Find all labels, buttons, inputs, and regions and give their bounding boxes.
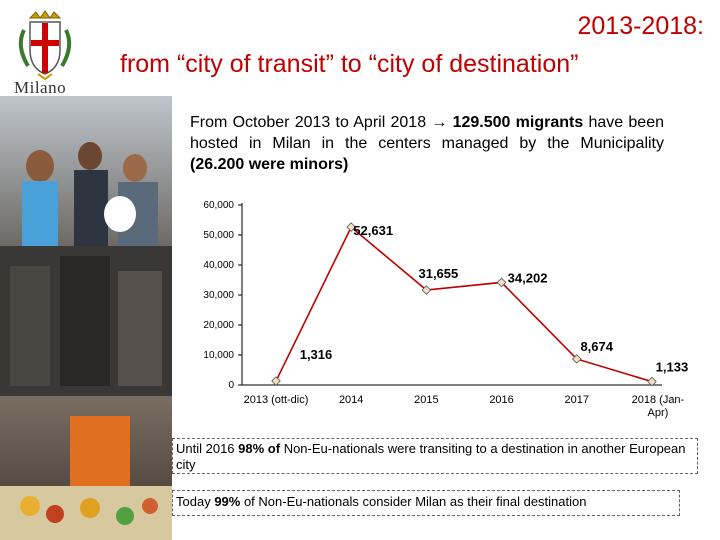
data-line (275, 225, 653, 383)
data-point (647, 376, 657, 387)
y-tick-label: 40,000 (203, 260, 234, 271)
data-point (571, 354, 582, 364)
migrants-line-chart: 0 10,000 20,000 30,000 40,000 50,000 60,000 201… (203, 200, 689, 419)
note1-text-a: Until 2016 (176, 441, 239, 456)
note1-of: of (264, 441, 281, 456)
intro-minors: (26.200 were minors) (190, 156, 349, 173)
x-tick-label: 2014 (339, 394, 363, 406)
x-tick-label: 2017 (564, 394, 588, 406)
data-point (421, 285, 432, 295)
x-tick-label: 2016 (489, 394, 513, 406)
arrow-icon: → (431, 114, 448, 131)
milano-logo (10, 10, 80, 95)
data-point (346, 222, 356, 232)
note2-text-a: Today (176, 494, 215, 509)
note2-text-b: of Non-Eu-nationals consider Milan as th… (240, 494, 587, 509)
note1-percent: 98% (238, 441, 265, 456)
note-destination: Today 99% of Non-Eu-nationals consider M… (172, 490, 680, 516)
title-line-1: 2013-2018: (577, 12, 704, 40)
y-tick-label: 20,000 (203, 320, 234, 331)
x-tick-label: 2015 (414, 394, 438, 406)
data-point (271, 376, 281, 386)
x-tick-label: 2013 (ott-dic) (244, 394, 309, 406)
intro-text-1: From October 2013 to April 2018 (190, 114, 432, 131)
coat-of-arms-icon (18, 10, 72, 81)
y-tick-label: 0 (228, 380, 234, 391)
data-label: 1,133 (656, 360, 689, 375)
x-tick-label: 2018 (Jan- (632, 394, 685, 406)
data-label: 31,655 (418, 266, 458, 281)
data-label: 34,202 (508, 270, 548, 285)
intro-migrants: 129.500 migrants (447, 114, 584, 131)
data-point (496, 277, 507, 288)
migrants-photo (0, 96, 172, 540)
title-line-2: from “city of transit” to “city of desti… (120, 50, 579, 78)
intro-paragraph: From October 2013 to April 2018 → 129.50… (190, 112, 664, 175)
data-label: 8,674 (580, 339, 613, 354)
note2-percent: 99% (214, 494, 241, 509)
data-label: 1,316 (300, 347, 333, 362)
y-tick-label: 50,000 (203, 230, 234, 241)
data-label: 52,631 (353, 223, 393, 238)
y-tick-label: 30,000 (203, 290, 234, 301)
note-transit: Until 2016 98% of Non-Eu-nationals were … (172, 438, 698, 474)
y-tick-label: 60,000 (203, 200, 234, 211)
y-tick-label: 10,000 (203, 350, 234, 361)
logo-text: Milano (14, 78, 67, 97)
intro-text-2: have been hosted in Milan in the centers… (190, 114, 665, 152)
note1-text-b: Non-Eu-nationals were transiting to a de… (176, 441, 686, 472)
x-tick-label: Apr) (648, 407, 669, 419)
